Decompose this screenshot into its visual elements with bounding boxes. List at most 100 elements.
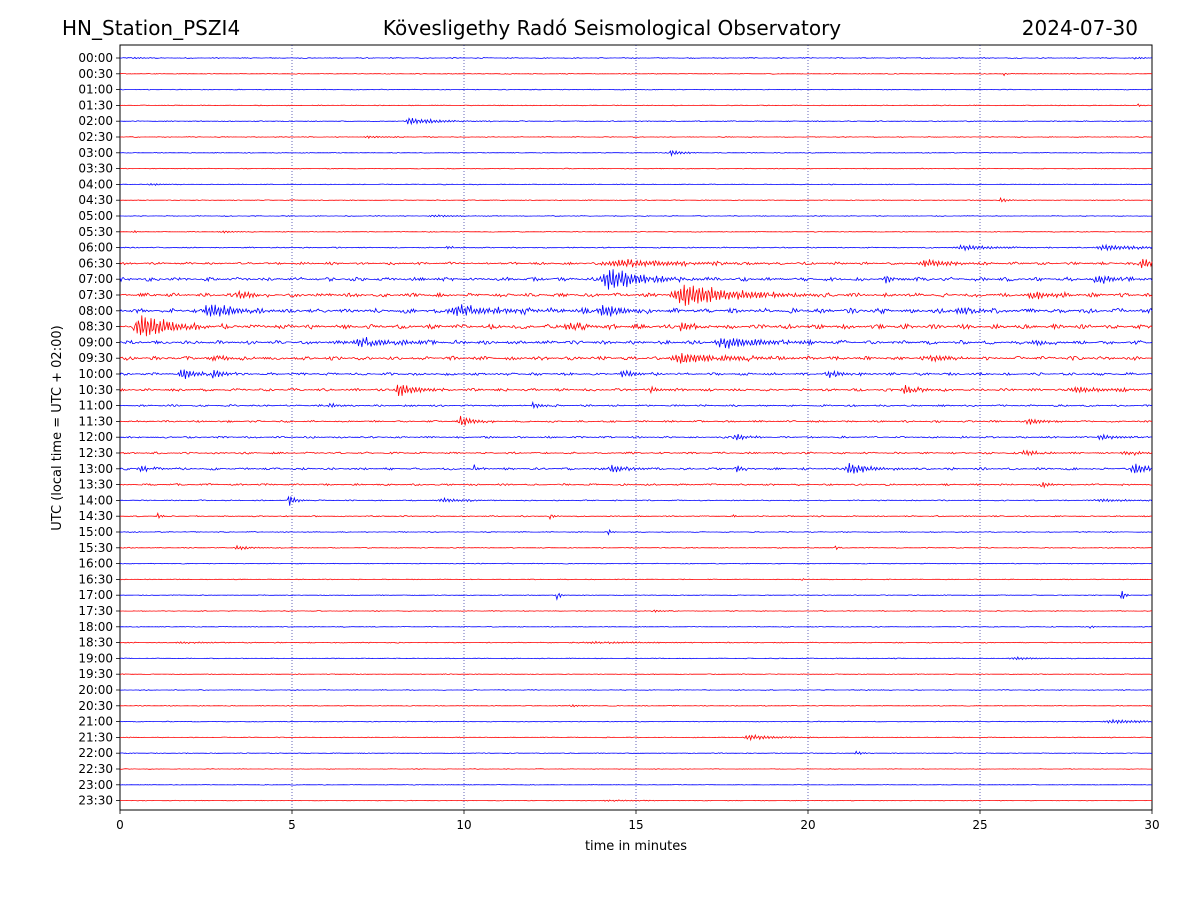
trace-0600 [119, 243, 1153, 252]
x-axis-label: time in minutes [585, 839, 687, 854]
y-tick-label: 08:30 [78, 320, 113, 334]
y-tick-label: 06:30 [78, 256, 113, 270]
y-tick-label: 11:30 [78, 414, 113, 428]
y-tick-label: 15:00 [78, 525, 113, 539]
trace-0930 [119, 353, 1153, 364]
trace-0200 [120, 117, 1153, 126]
trace-1630 [119, 578, 1153, 581]
trace-1600 [119, 562, 1152, 565]
y-tick-label: 05:00 [78, 209, 113, 223]
y-tick-label: 06:00 [78, 241, 113, 255]
trace-2200 [119, 750, 1152, 755]
y-tick-label: 03:30 [78, 162, 113, 176]
trace-1230 [119, 449, 1153, 457]
trace-1930 [119, 673, 1152, 676]
trace-1800 [120, 625, 1153, 629]
y-tick-label: 01:00 [78, 83, 113, 97]
trace-1030 [119, 384, 1153, 397]
trace-2000 [119, 689, 1153, 692]
y-tick-label: 03:00 [78, 146, 113, 160]
x-axis-ticks: 0 5 10 15 20 25 30 [116, 810, 1160, 832]
trace-0800 [119, 304, 1153, 317]
y-tick-label: 12:30 [78, 446, 113, 460]
trace-0630 [119, 258, 1153, 269]
y-tick-label: 23:30 [78, 794, 113, 808]
trace-0230 [120, 135, 1153, 140]
x-tick-label: 15 [628, 818, 643, 832]
trace-0300 [119, 149, 1152, 157]
x-tick-label: 0 [116, 818, 124, 832]
trace-1430 [119, 511, 1153, 521]
y-tick-label: 19:00 [78, 651, 113, 665]
y-tick-label: 21:00 [78, 715, 113, 729]
y-tick-label: 17:30 [78, 604, 113, 618]
trace-rows [119, 56, 1153, 802]
trace-1900 [119, 656, 1152, 661]
trace-1730 [119, 609, 1153, 613]
y-tick-label: 12:00 [78, 430, 113, 444]
trace-1500 [119, 528, 1153, 536]
y-tick-label: 17:00 [78, 588, 113, 602]
trace-0500 [119, 214, 1153, 218]
trace-2300 [119, 784, 1152, 786]
y-tick-label: 16:00 [78, 557, 113, 571]
trace-1300 [119, 462, 1153, 474]
trace-1200 [119, 433, 1153, 441]
x-tick-label: 5 [288, 818, 296, 832]
y-tick-label: 21:30 [78, 730, 113, 744]
trace-0430 [119, 196, 1153, 203]
trace-1000 [119, 369, 1153, 379]
y-tick-label: 14:00 [78, 493, 113, 507]
y-tick-label: 23:00 [78, 778, 113, 792]
trace-1330 [119, 482, 1152, 489]
y-tick-label: 22:00 [78, 746, 113, 760]
y-tick-label: 02:00 [78, 114, 113, 128]
plot-frame [119, 44, 1153, 811]
y-tick-label: 13:00 [78, 462, 113, 476]
y-tick-label: 15:30 [78, 541, 113, 555]
x-tick-label: 30 [1144, 818, 1159, 832]
trace-1830 [120, 640, 1152, 645]
trace-2130 [120, 733, 1152, 742]
y-tick-label: 16:30 [78, 572, 113, 586]
trace-1400 [120, 495, 1153, 506]
y-tick-label: 09:30 [78, 351, 113, 365]
y-axis-label: UTC (local time = UTC + 02:00) [50, 325, 65, 530]
trace-0330 [120, 167, 1153, 170]
trace-0000 [119, 56, 1153, 60]
y-tick-label: 19:30 [78, 667, 113, 681]
y-tick-label: 09:00 [78, 335, 113, 349]
y-tick-label: 02:30 [78, 130, 113, 144]
trace-0130 [119, 103, 1153, 107]
station-title: HN_Station_PSZI4 [62, 16, 240, 40]
date-title: 2024-07-30 [1022, 16, 1138, 40]
trace-2100 [120, 718, 1153, 725]
x-tick-label: 25 [972, 818, 987, 832]
y-tick-label: 00:30 [78, 67, 113, 81]
trace-2230 [119, 768, 1153, 770]
y-tick-label: 18:00 [78, 620, 113, 634]
observatory-title: Kövesligethy Radó Seismological Observat… [383, 16, 841, 40]
trace-0900 [119, 337, 1153, 349]
trace-2030 [120, 703, 1153, 708]
y-tick-label: 13:30 [78, 478, 113, 492]
x-tick-label: 20 [800, 818, 815, 832]
trace-1130 [120, 415, 1152, 426]
trace-1100 [119, 400, 1153, 410]
trace-0530 [120, 229, 1153, 234]
y-tick-label: 10:00 [78, 367, 113, 381]
trace-0030 [119, 72, 1153, 77]
y-tick-label: 18:30 [78, 636, 113, 650]
trace-0400 [119, 182, 1153, 186]
trace-0700 [119, 269, 1153, 290]
x-tick-label: 10 [456, 818, 471, 832]
trace-0100 [120, 88, 1153, 91]
y-tick-label: 14:30 [78, 509, 113, 523]
y-tick-label: 20:00 [78, 683, 113, 697]
trace-1530 [119, 544, 1152, 551]
y-tick-label: 04:00 [78, 177, 113, 191]
trace-0830 [119, 315, 1153, 337]
